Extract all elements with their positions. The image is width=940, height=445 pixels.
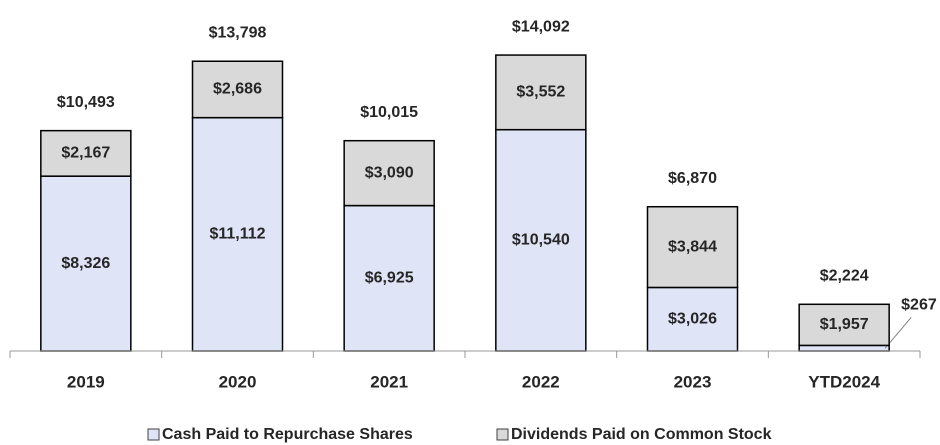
value-label: $3,026 (668, 310, 717, 327)
bar-segment (495, 54, 587, 131)
value-label: $2,167 (61, 145, 110, 162)
bar-segment (40, 175, 132, 352)
value-label: $6,925 (365, 270, 414, 287)
bar-segment (191, 60, 284, 119)
bar-segment (798, 344, 890, 352)
x-tick-label: 2021 (370, 372, 408, 391)
legend-label: Cash Paid to Repurchase Shares (162, 426, 413, 443)
bar-segment (40, 129, 132, 177)
bar-segment (343, 204, 435, 352)
total-label: $10,493 (57, 94, 115, 111)
value-label: $8,326 (61, 255, 110, 272)
x-tick-label: 2020 (219, 372, 257, 391)
value-label: $267 (901, 297, 937, 314)
value-label: $3,552 (516, 84, 565, 101)
x-tick-label: 2019 (67, 372, 105, 391)
value-label: $3,090 (365, 164, 414, 181)
total-label: $10,015 (360, 104, 418, 121)
bar-segment (646, 205, 739, 289)
total-label: $2,224 (820, 268, 869, 285)
x-tick-label: 2022 (522, 372, 560, 391)
value-label: $10,540 (512, 232, 570, 249)
legend-swatch (147, 428, 160, 441)
value-label: $11,112 (209, 226, 265, 243)
x-tick-label: 2023 (674, 372, 712, 391)
legend-swatch (496, 428, 509, 441)
value-label: $3,844 (668, 238, 717, 255)
x-tick-label: YTD2024 (808, 372, 880, 391)
legend-label: Dividends Paid on Common Stock (511, 426, 772, 443)
bar-segment (343, 139, 435, 207)
total-label: $6,870 (668, 170, 717, 187)
total-label: $13,798 (209, 24, 267, 41)
bar-segment (798, 303, 890, 347)
total-label: $14,092 (512, 18, 570, 35)
value-label: $2,686 (213, 81, 262, 98)
value-label: $1,957 (820, 316, 869, 333)
